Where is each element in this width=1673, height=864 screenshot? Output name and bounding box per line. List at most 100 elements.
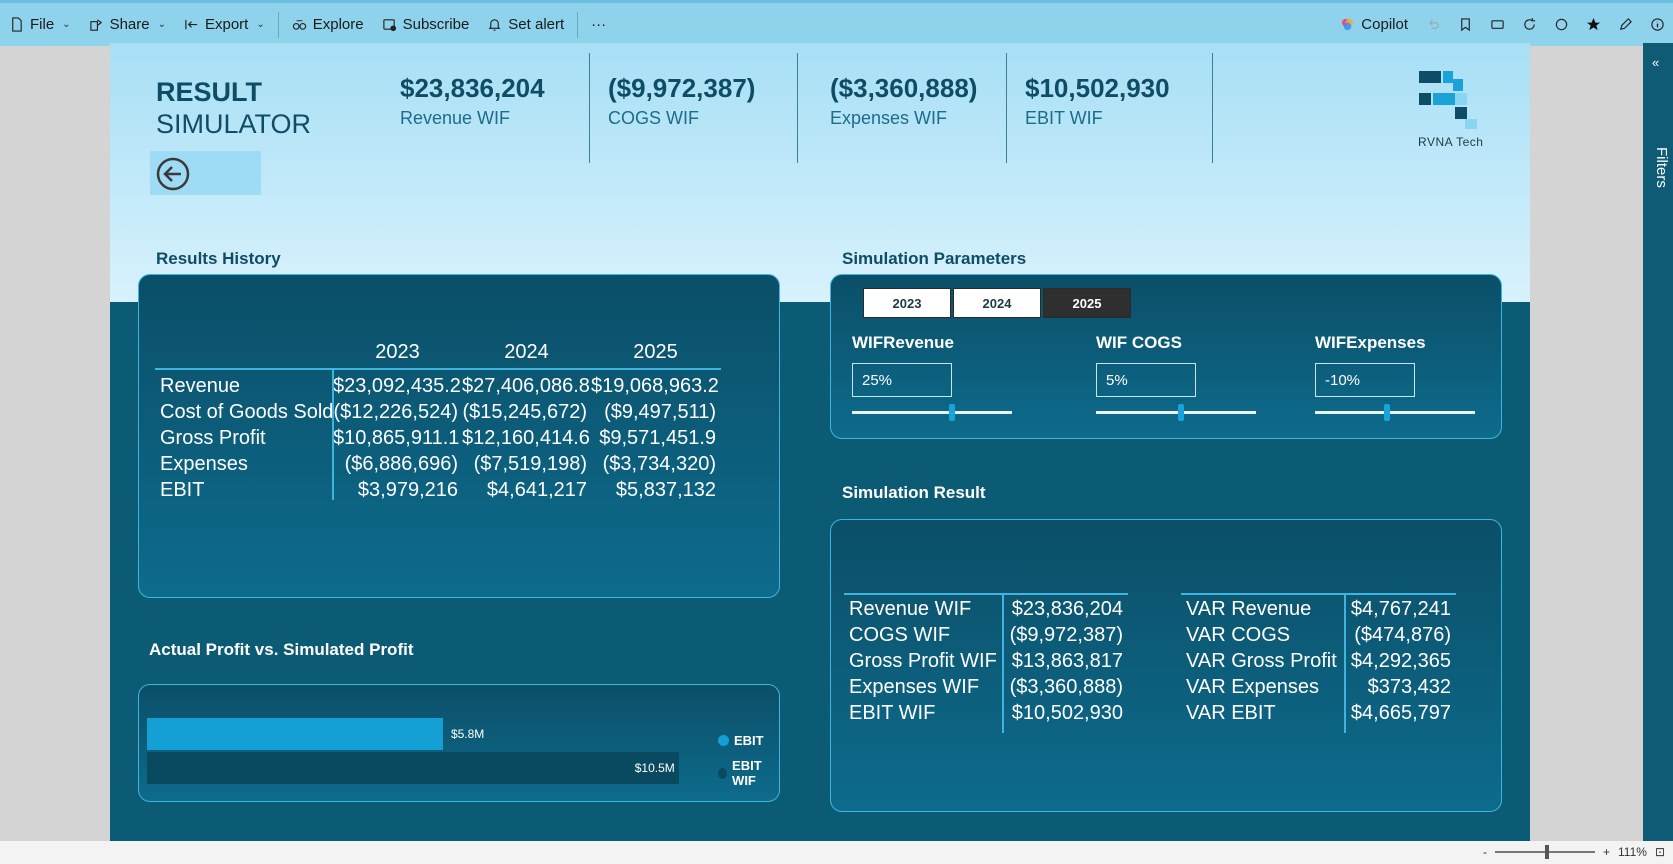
refresh-icon[interactable]: [1513, 3, 1545, 46]
table-header-divider: [844, 593, 1128, 595]
binoculars-icon: [292, 20, 306, 30]
zoom-out-button[interactable]: -: [1483, 845, 1487, 859]
legend-item-ebit: EBIT: [718, 733, 764, 748]
legend-item-ebit-wif: EBIT WIF: [718, 758, 779, 788]
slider-handle[interactable]: [1177, 404, 1184, 421]
param-slider[interactable]: [852, 404, 1012, 421]
cell-value: $23,092,435.2: [333, 374, 461, 397]
toolbar-divider: [277, 11, 279, 38]
wif-rows: Revenue WIF $23,836,204 COGS WIF ($9,972,3…: [844, 596, 1128, 726]
zoom-in-button[interactable]: +: [1603, 845, 1611, 859]
results-history-table: 2023 2024 2025 Revenue $23,092,435.2 $27…: [155, 333, 720, 503]
undo-icon[interactable]: [1417, 3, 1449, 46]
table-header-year: 2023: [375, 340, 420, 363]
table-row: VAR Gross Profit $4,292,365: [1181, 648, 1456, 674]
file-icon: [12, 17, 22, 32]
table-row: Revenue $23,092,435.2 $27,406,086.8 $19,…: [155, 373, 720, 399]
row-label: VAR Expenses: [1186, 675, 1320, 698]
param-slider[interactable]: [1096, 404, 1256, 421]
simulation-result-panel: Revenue WIF $23,836,204 COGS WIF ($9,972,3…: [830, 519, 1502, 812]
table-row: COGS WIF ($9,972,387): [844, 622, 1128, 648]
comment-icon[interactable]: [1545, 3, 1577, 46]
view-icon[interactable]: [1481, 3, 1513, 46]
bookmark-icon[interactable]: [1449, 3, 1481, 46]
year-button-2024[interactable]: 2024: [953, 288, 1041, 318]
table-row: Gross Profit $10,865,911.1 $12,160,414.6…: [155, 425, 720, 451]
favorite-star-icon[interactable]: [1577, 3, 1609, 46]
info-icon[interactable]: [1641, 3, 1673, 46]
param-label: WIFExpenses: [1315, 333, 1426, 352]
cell-value: $12,160,414.6: [462, 426, 590, 449]
subscribe-label: Subscribe: [402, 16, 470, 33]
legend-dot: [718, 767, 728, 779]
export-label: Export: [204, 16, 249, 33]
param-input[interactable]: 5%: [1096, 363, 1196, 397]
kpi-divider: [589, 53, 590, 163]
table-column-divider: [1002, 593, 1004, 733]
page-title-line2: SIMULATOR: [156, 109, 312, 139]
kpi-label: Expenses WIF: [830, 108, 948, 128]
param-input[interactable]: 25%: [852, 363, 952, 397]
set-alert-button[interactable]: Set alert: [478, 3, 573, 46]
simulation-parameters-title: Simulation Parameters: [842, 249, 1027, 268]
copilot-button[interactable]: Copilot: [1331, 3, 1417, 46]
file-menu[interactable]: File ⌄: [0, 3, 80, 46]
slider-handle[interactable]: [1384, 404, 1391, 421]
share-menu[interactable]: Share ⌄: [80, 3, 175, 46]
cell-value: ($15,245,672): [462, 400, 587, 423]
filters-pane-collapsed[interactable]: « Filters: [1643, 43, 1673, 841]
cell-value: $10,865,911.1: [333, 426, 460, 449]
cell-value: $3,979,216: [357, 478, 458, 501]
table-header-row: 2023 2024 2025: [155, 333, 720, 371]
param-wif-cogs: WIF COGS 5%: [1096, 333, 1256, 421]
table-row: VAR Revenue $4,767,241: [1181, 596, 1456, 622]
table-row: EBIT WIF $10,502,930: [844, 700, 1128, 726]
export-icon: [185, 19, 198, 30]
table-row: Expenses WIF ($3,360,888): [844, 674, 1128, 700]
export-menu[interactable]: Export ⌄: [175, 3, 274, 46]
param-input[interactable]: -10%: [1315, 363, 1415, 397]
cell-value: ($12,226,524): [333, 400, 458, 423]
cell-value: $4,767,241: [1350, 597, 1451, 620]
kpi-value: ($3,360,888): [830, 73, 978, 103]
results-history-title: Results History: [156, 249, 281, 268]
zoom-slider[interactable]: [1495, 845, 1595, 859]
year-slicer: 2023 2024 2025: [863, 288, 1131, 318]
year-button-2023[interactable]: 2023: [863, 288, 951, 318]
bar-ebit-wif[interactable]: [147, 752, 679, 784]
report-canvas: RESULT SIMULATOR $23,836,204 Revenue WIF…: [110, 43, 1530, 841]
simulation-result-title: Simulation Result: [842, 483, 986, 502]
file-label: File: [30, 16, 55, 33]
zoom-slider-handle[interactable]: [1545, 845, 1549, 859]
edit-pencil-icon[interactable]: [1609, 3, 1641, 46]
legend-label: EBIT: [734, 733, 764, 748]
bell-icon: [488, 19, 501, 31]
table-column-divider: [332, 368, 334, 500]
cell-value: $4,292,365: [1350, 649, 1451, 672]
row-label: VAR EBIT: [1186, 701, 1276, 724]
kpi-ebit-wif: $10,502,930 EBIT WIF: [1025, 73, 1170, 129]
explore-button[interactable]: Explore: [283, 3, 373, 46]
fit-to-page-icon[interactable]: ⊡: [1654, 845, 1665, 859]
more-options-button[interactable]: ···: [591, 16, 607, 33]
status-bar: - + 111% ⊡: [0, 841, 1673, 864]
cell-value: ($9,497,511): [604, 400, 716, 423]
copilot-icon: [1342, 18, 1354, 31]
kpi-value: ($9,972,387): [608, 73, 756, 103]
param-wif-expenses: WIFExpenses -10%: [1315, 333, 1475, 421]
cell-value: ($474,876): [1354, 623, 1451, 646]
row-label: VAR COGS: [1186, 623, 1291, 646]
subscribe-button[interactable]: Subscribe: [373, 3, 479, 46]
data-label: $5.8M: [451, 727, 484, 741]
back-button[interactable]: [150, 151, 261, 195]
bar-ebit[interactable]: [147, 718, 443, 750]
expand-chevron-icon[interactable]: «: [1652, 55, 1660, 70]
cell-value: $373,432: [1367, 675, 1451, 698]
year-button-2025[interactable]: 2025: [1043, 288, 1131, 318]
cell-value: $5,837,132: [615, 478, 716, 501]
data-label: $10.5M: [635, 761, 675, 775]
share-icon: [89, 19, 102, 31]
slider-handle[interactable]: [949, 404, 956, 421]
logo-text: RVNA Tech: [1418, 135, 1484, 149]
param-slider[interactable]: [1315, 404, 1475, 421]
